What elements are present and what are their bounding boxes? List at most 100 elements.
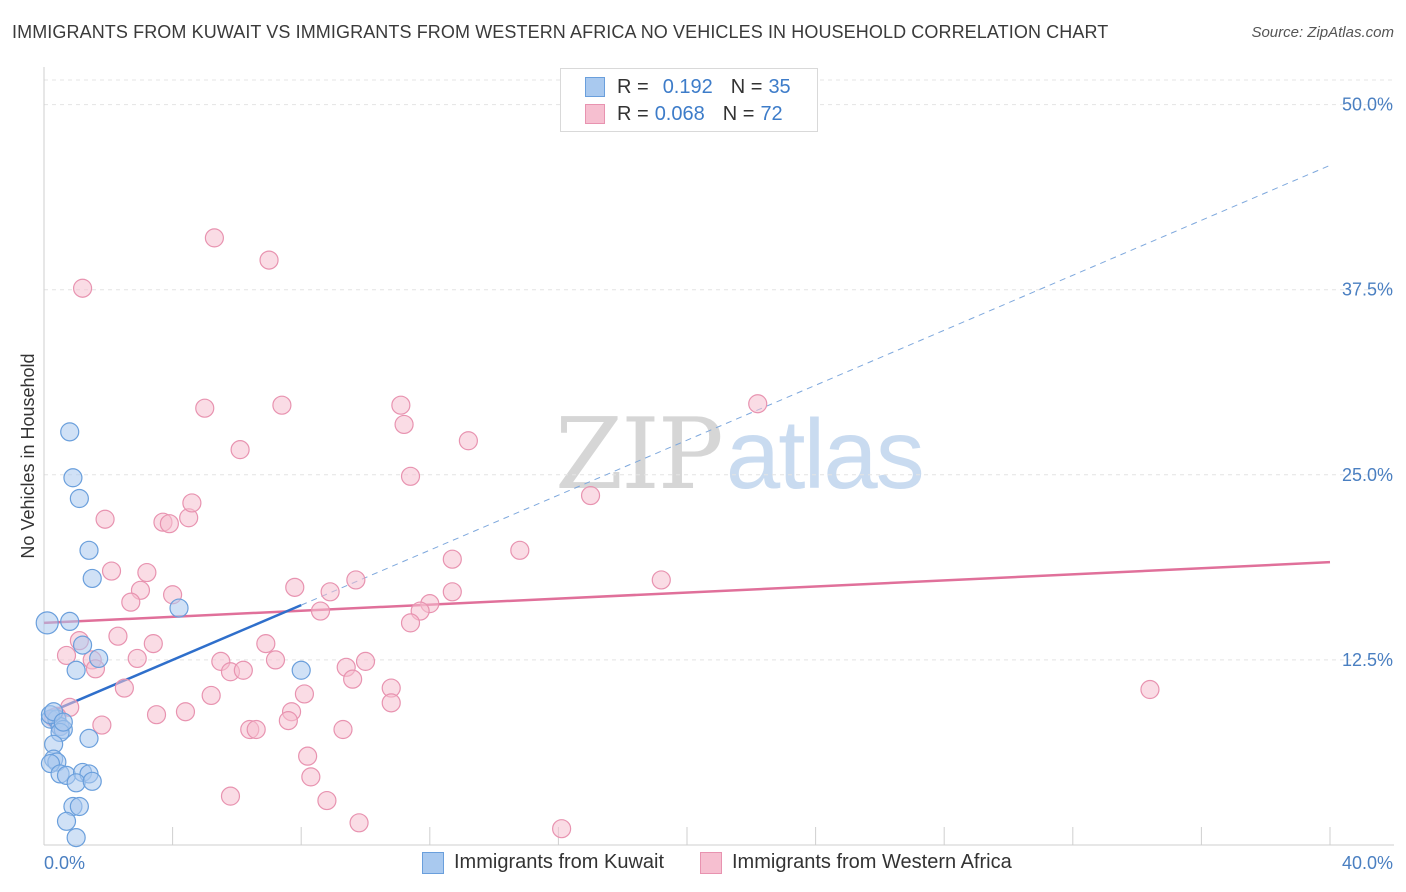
wafrica-point-36 (256, 634, 276, 654)
wafrica-point-48 (114, 678, 134, 698)
legend-kuwait-swatch (422, 851, 444, 874)
wafrica-point-41 (265, 650, 286, 670)
kuwait-n-label: N = (730, 75, 763, 98)
wafrica-point-19 (101, 561, 122, 581)
wafrica-point-53 (381, 693, 401, 713)
kuwait-r-label: R = (617, 75, 649, 98)
kuwait-r-value: 0.192 (662, 75, 713, 98)
kuwait-swatch (585, 77, 605, 97)
wafrica-point-51 (201, 685, 221, 706)
kuwait-point-9 (89, 648, 109, 669)
y-tick-label-0: 12.5% (1342, 650, 1393, 670)
wafrica-point-3 (195, 398, 215, 418)
wafrica-point-60 (278, 711, 298, 731)
y-axis-label: No Vehicles in Household (18, 353, 38, 558)
wafrica-point-44 (233, 660, 253, 680)
wafrica-point-64 (333, 719, 353, 740)
wafrica-point-14 (159, 514, 179, 534)
wafrica-point-4 (272, 395, 292, 415)
wafrica-point-55 (146, 705, 167, 725)
y-tick-label-1: 25.0% (1342, 465, 1393, 485)
wafrica-point-23 (285, 577, 305, 597)
kuwait-point-10 (66, 660, 86, 680)
wafrica-point-67 (317, 790, 337, 811)
legend-kuwait-label: Immigrants from Kuwait (454, 851, 665, 873)
wafrica-point-18 (442, 549, 462, 569)
legend-wafrica-swatch (700, 851, 722, 874)
kuwait-point-27 (82, 771, 102, 791)
wafrica-point-35 (143, 634, 163, 654)
kuwait-point-31 (66, 827, 86, 848)
wafrica-point-62 (246, 719, 266, 740)
wafrica-trend-line (43, 560, 1331, 625)
kuwait-n-value: 35 (768, 75, 791, 98)
source-credit: Source: ZipAtlas.com (1251, 24, 1394, 41)
legend-item-wafrica: Immigrants from Western Africa (700, 851, 1012, 874)
kuwait-trend-line (43, 603, 302, 716)
legend-row-kuwait: R = 0.192 N = 35 (585, 75, 791, 99)
wafrica-point-59 (92, 715, 112, 735)
wafrica-point-12 (95, 509, 115, 529)
wafrica-point-32 (400, 613, 421, 633)
wafrica-point-2 (72, 278, 93, 298)
wafrica-point-42 (355, 651, 376, 671)
legend-row-wafrica: R = 0.068 N = 72 (585, 102, 783, 126)
wafrica-point-11 (580, 485, 601, 506)
chart-title: IMMIGRANTS FROM KUWAIT VS IMMIGRANTS FRO… (12, 22, 1109, 42)
wafrica-point-22 (346, 570, 366, 590)
kuwait-point-0 (35, 611, 59, 635)
wafrica-point-10 (400, 466, 421, 486)
wafrica-r-value: 0.068 (654, 102, 705, 125)
grid-lines (44, 79, 1394, 661)
wafrica-n-value: 72 (760, 102, 783, 125)
kuwait-trend-extension (301, 164, 1331, 606)
wafrica-point-16 (182, 493, 202, 513)
stats-legend: R = 0.192 N = 35 R = 0.068 N = 72 (560, 68, 818, 132)
data-points (35, 228, 1160, 848)
wafrica-point-50 (294, 684, 315, 704)
wafrica-point-27 (442, 582, 462, 602)
wafrica-point-9 (230, 440, 250, 460)
wafrica-point-52 (1140, 679, 1160, 700)
wafrica-point-39 (127, 648, 147, 669)
kuwait-point-3 (69, 488, 89, 509)
legend-item-kuwait: Immigrants from Kuwait (422, 851, 664, 874)
x-tick-label-0: 0.0% (44, 853, 85, 873)
wafrica-point-17 (510, 540, 530, 560)
wafrica-point-47 (343, 669, 363, 689)
wafrica-point-37 (56, 645, 77, 666)
kuwait-point-34 (53, 712, 73, 732)
kuwait-point-6 (169, 598, 189, 618)
y-tick-label-3: 50.0% (1342, 95, 1393, 115)
kuwait-point-26 (66, 773, 86, 793)
kuwait-point-11 (291, 660, 311, 680)
wafrica-point-65 (298, 746, 318, 766)
wafrica-point-8 (458, 431, 478, 451)
kuwait-point-30 (56, 811, 77, 831)
wafrica-point-56 (175, 702, 196, 722)
wafrica-point-21 (651, 570, 671, 590)
wafrica-swatch (585, 104, 605, 124)
wafrica-point-33 (108, 626, 128, 646)
wafrica-point-5 (391, 395, 411, 415)
trend-lines (43, 164, 1331, 716)
kuwait-point-2 (63, 468, 83, 488)
legend-wafrica-label: Immigrants from Western Africa (732, 851, 1012, 873)
wafrica-point-28 (121, 592, 141, 612)
wafrica-point-20 (137, 562, 157, 583)
x-tick-label-1: 40.0% (1342, 853, 1393, 873)
kuwait-point-17 (79, 728, 99, 748)
wafrica-r-label: R = (617, 102, 649, 125)
wafrica-point-31 (310, 601, 331, 621)
watermark-atlas: atlas (725, 399, 925, 509)
wafrica-point-1 (259, 250, 279, 270)
y-tick-label-2: 37.5% (1342, 280, 1393, 300)
kuwait-point-8 (72, 635, 93, 655)
wafrica-point-25 (320, 582, 340, 602)
wafrica-point-68 (220, 786, 241, 806)
kuwait-point-1 (60, 422, 80, 442)
wafrica-point-0 (204, 228, 224, 248)
wafrica-point-7 (394, 414, 414, 435)
y-tick-labels: 12.5% 25.0% 37.5% 50.0% (1342, 95, 1393, 670)
